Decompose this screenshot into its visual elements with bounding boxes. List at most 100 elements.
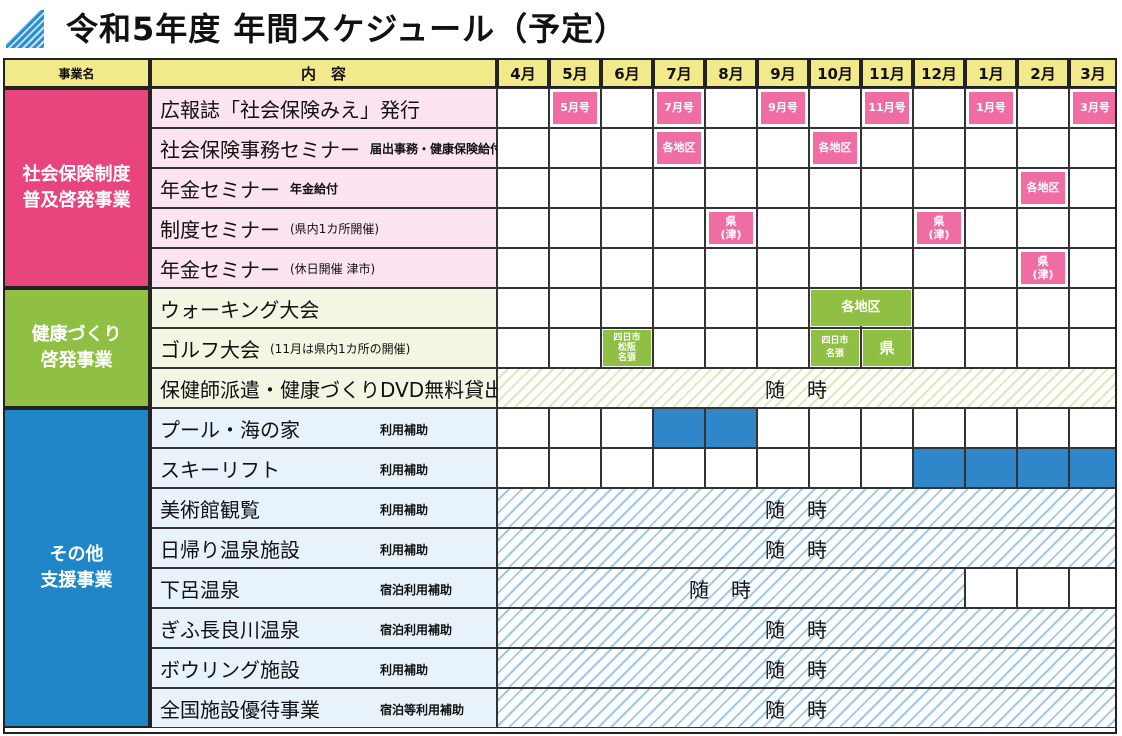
header-month: 12月 (913, 58, 965, 88)
row-title: スキーリフト (160, 457, 280, 482)
row-label: ボウリング施設 利用補助 (150, 648, 497, 688)
month-cell (809, 408, 861, 448)
row-title: ボウリング施設 (160, 657, 300, 682)
month-cell (757, 168, 809, 208)
month-cell (757, 328, 809, 368)
month-cell (757, 448, 809, 488)
month-cell (1069, 328, 1117, 368)
month-cell (757, 408, 809, 448)
row-note: 宿泊等利用補助 (380, 703, 465, 717)
month-cell (1069, 168, 1117, 208)
row-label: ぎふ長良川温泉 宿泊利用補助 (150, 608, 497, 648)
month-cell-filled (1069, 448, 1117, 488)
anytime-span: 随時 (497, 648, 1117, 688)
month-cell (965, 128, 1017, 168)
header-month: 1月 (965, 58, 1017, 88)
month-cell (601, 248, 653, 288)
month-cell (1069, 208, 1117, 248)
anytime-span: 随時 (497, 688, 1117, 728)
month-cell (601, 88, 653, 128)
month-cell (809, 448, 861, 488)
month-cell-filled (705, 408, 757, 448)
schedule-mark: 四日市 松阪 名張 (603, 330, 651, 366)
month-cell (601, 288, 653, 328)
month-cell (965, 408, 1017, 448)
month-cell (913, 328, 965, 368)
month-cell (497, 168, 549, 208)
month-cell (601, 128, 653, 168)
title-bar: 令和5年度 年間スケジュール（予定） (0, 0, 1122, 54)
month-cell (705, 248, 757, 288)
row-label: 美術館観覧 利用補助 (150, 488, 497, 528)
schedule-mark: 四日市 名張 (811, 330, 859, 366)
month-cell (965, 248, 1017, 288)
anytime-span: 随時 (497, 528, 1117, 568)
month-cell (861, 448, 913, 488)
month-cell (549, 168, 601, 208)
row-label: 年金セミナー 年金給付 (150, 168, 497, 208)
month-cell (653, 328, 705, 368)
month-cell (1069, 248, 1117, 288)
month-cell (601, 408, 653, 448)
month-cell (757, 208, 809, 248)
schedule-mark: 3月号 (1073, 92, 1117, 124)
header-month: 3月 (1069, 58, 1117, 88)
header-month: 4月 (497, 58, 549, 88)
schedule-mark: 県 (津) (1021, 252, 1065, 284)
row-title: 制度セミナー (160, 217, 280, 242)
month-cell (1069, 128, 1117, 168)
row-title: ぎふ長良川温泉 (160, 617, 300, 642)
month-cell-filled (653, 408, 705, 448)
row-title: 下呂温泉 (160, 577, 240, 602)
row-note: (11月は県内1カ所の開催) (270, 341, 411, 356)
month-cell (653, 168, 705, 208)
month-cell (965, 168, 1017, 208)
month-cell (705, 288, 757, 328)
row-note: (県内1カ所開催) (290, 221, 379, 236)
month-cell-filled (965, 448, 1017, 488)
header-month: 5月 (549, 58, 601, 88)
schedule-mark: 県 (863, 330, 911, 366)
header-content: 内 容 (150, 58, 497, 88)
row-title: ゴルフ大会 (160, 337, 260, 362)
schedule-mark: 5月号 (553, 92, 597, 124)
schedule-mark: 県 (津) (709, 212, 753, 244)
month-cell (965, 568, 1017, 608)
month-cell (653, 208, 705, 248)
row-label: 全国施設優待事業 宿泊等利用補助 (150, 688, 497, 728)
header-month: 6月 (601, 58, 653, 88)
month-cell (653, 248, 705, 288)
row-label: ゴルフ大会 (11月は県内1カ所の開催) (150, 328, 497, 368)
month-cell (1017, 288, 1069, 328)
row-label: 社会保険事務セミナー 届出事務・健康保険給付 (150, 128, 502, 168)
month-cell (497, 208, 549, 248)
row-label: 下呂温泉 宿泊利用補助 (150, 568, 497, 608)
row-note: 利用補助 (380, 543, 429, 557)
month-cell (809, 248, 861, 288)
month-cell (497, 128, 549, 168)
row-title: 年金セミナー (160, 257, 280, 282)
row-label: 広報誌「社会保険みえ」発行 (150, 88, 497, 128)
row-title: 全国施設優待事業 (160, 697, 320, 722)
month-cell-filled (913, 448, 965, 488)
header-month: 7月 (653, 58, 705, 88)
month-cell (913, 248, 965, 288)
month-cell (809, 208, 861, 248)
month-cell (965, 328, 1017, 368)
row-label: 保健師派遣・健康づくりDVD無料貸出 (150, 368, 504, 408)
schedule-mark: 各地区 (813, 132, 857, 164)
month-cell (601, 208, 653, 248)
row-note: 利用補助 (380, 423, 429, 437)
schedule-mark: 各地区 (811, 290, 911, 326)
month-cell (1017, 88, 1069, 128)
header-month: 10月 (809, 58, 861, 88)
month-cell (601, 168, 653, 208)
month-cell (913, 408, 965, 448)
month-cell (965, 208, 1017, 248)
row-note: (休日開催 津市) (290, 261, 376, 276)
header-month: 2月 (1017, 58, 1069, 88)
month-cell (1069, 408, 1117, 448)
anytime-span: 随時 (497, 368, 1117, 408)
header-category: 事業名 (3, 58, 150, 88)
anytime-span: 随時 (497, 608, 1117, 648)
